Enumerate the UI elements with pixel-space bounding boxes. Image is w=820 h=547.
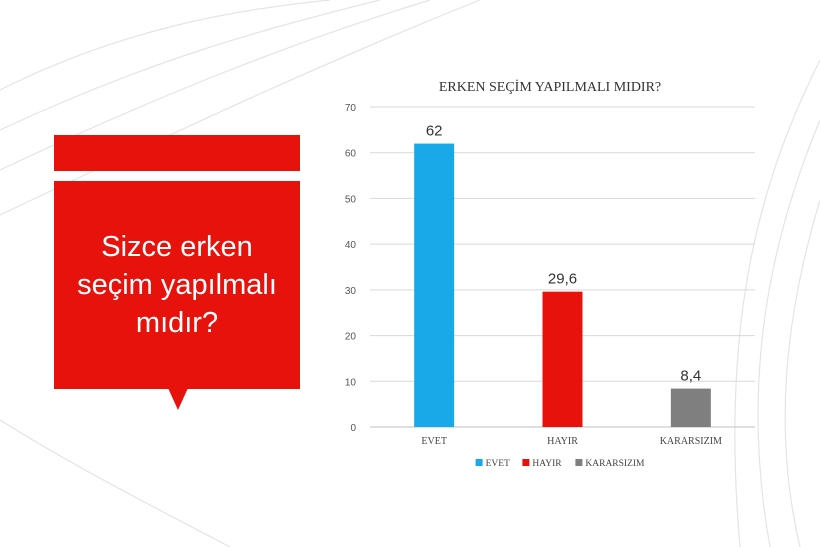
decorative-red-bar [54, 135, 300, 171]
legend: EVET HAYIR KARARSIZIM [475, 459, 645, 469]
legend-label: HAYIR [532, 459, 562, 469]
y-tick-label: 20 [345, 332, 357, 343]
data-label: 8,4 [680, 368, 701, 385]
y-tick-label: 70 [345, 103, 357, 114]
y-tick-label: 40 [345, 240, 357, 251]
legend-label: EVET [486, 459, 510, 469]
callout-pointer [168, 388, 188, 410]
x-tick-label: HAYIR [547, 436, 578, 447]
legend-swatch [522, 459, 530, 466]
bar-evet [414, 143, 455, 428]
x-axis-ticks: EVET HAYIR KARARSIZIM [421, 436, 722, 447]
x-tick-label: EVET [421, 436, 447, 447]
legend-label: KARARSIZIM [585, 459, 645, 469]
chart-title: ERKEN SEÇİM YAPILMALI MIDIR? [439, 79, 661, 95]
bar-hayir [542, 291, 583, 427]
y-tick-label: 0 [350, 423, 356, 434]
data-labels: 62 29,6 8,4 [426, 123, 701, 385]
y-tick-label: 10 [345, 377, 357, 388]
x-tick-label: KARARSIZIM [660, 436, 722, 447]
y-tick-label: 60 [345, 149, 357, 160]
bar-kararsizim [670, 388, 711, 427]
y-axis-ticks: 0 10 20 30 40 50 60 70 [345, 103, 357, 434]
data-label: 29,6 [548, 271, 577, 288]
legend-swatch [575, 459, 583, 466]
y-tick-label: 50 [345, 194, 357, 205]
data-label: 62 [426, 123, 443, 140]
bars [414, 143, 711, 428]
y-tick-label: 30 [345, 286, 357, 297]
question-text: Sizce erken seçim yapılmalı mıdır? [77, 231, 277, 339]
question-callout: Sizce erken seçim yapılmalı mıdır? [54, 181, 300, 389]
legend-swatch [475, 459, 483, 466]
bar-chart: ERKEN SEÇİM YAPILMALI MIDIR? 0 10 20 30 40 50… [345, 79, 755, 469]
